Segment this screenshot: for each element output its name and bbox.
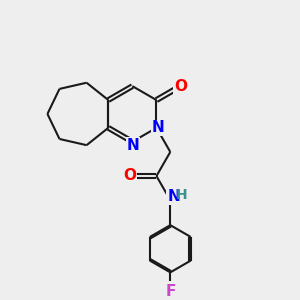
Text: N: N xyxy=(152,120,165,135)
Text: O: O xyxy=(123,168,136,183)
Text: N: N xyxy=(127,138,139,153)
Text: O: O xyxy=(174,79,187,94)
Text: N: N xyxy=(167,189,180,204)
Text: H: H xyxy=(176,188,188,202)
Text: F: F xyxy=(166,284,176,299)
